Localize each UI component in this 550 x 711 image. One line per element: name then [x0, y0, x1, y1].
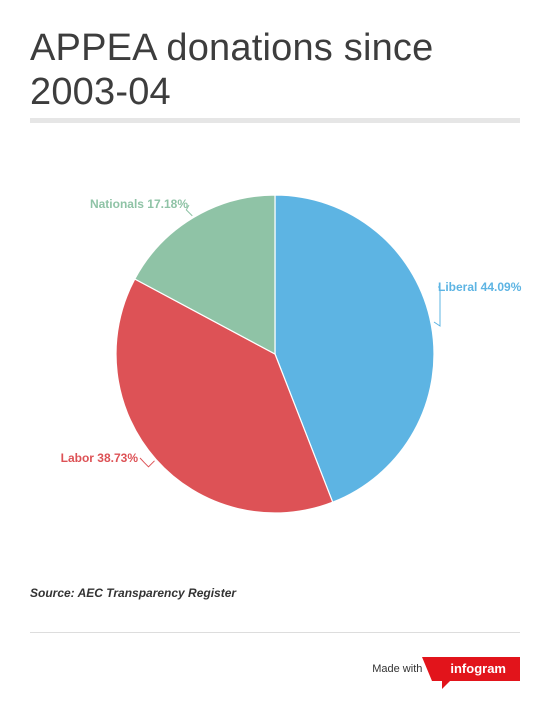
- logo-tail: [442, 681, 451, 689]
- slice-label-nationals: Nationals 17.18%: [90, 197, 188, 211]
- logo-notch: [422, 657, 433, 681]
- footer-credit: Made with infogram: [372, 656, 520, 689]
- chart-title: APPEA donations since 2003-04: [30, 27, 434, 113]
- pie-slice-nationals[interactable]: [133, 194, 276, 356]
- slice-label-labor: Labor 38.73%: [61, 451, 139, 465]
- footer-divider: [30, 632, 520, 633]
- pie-slice-labor[interactable]: [115, 278, 334, 514]
- infogram-logo-link[interactable]: infogram: [422, 657, 520, 689]
- pie-slice-liberal[interactable]: [274, 194, 435, 503]
- pie-chart: Liberal 44.09% Labor 38.73% Nationals 17.1…: [0, 150, 550, 560]
- infogram-logo-text: infogram: [450, 661, 506, 676]
- source-note: Source: AEC Transparency Register: [30, 586, 237, 600]
- leader-line-liberal: [433, 286, 441, 327]
- pie-chart-svg: Liberal 44.09% Labor 38.73% Nationals 17.1…: [61, 194, 522, 514]
- leader-line-labor: [139, 457, 155, 468]
- slice-label-liberal: Liberal 44.09%: [438, 280, 522, 294]
- title-divider: [30, 118, 520, 123]
- leader-line-nationals: [185, 204, 193, 217]
- made-with-label: Made with: [372, 663, 423, 675]
